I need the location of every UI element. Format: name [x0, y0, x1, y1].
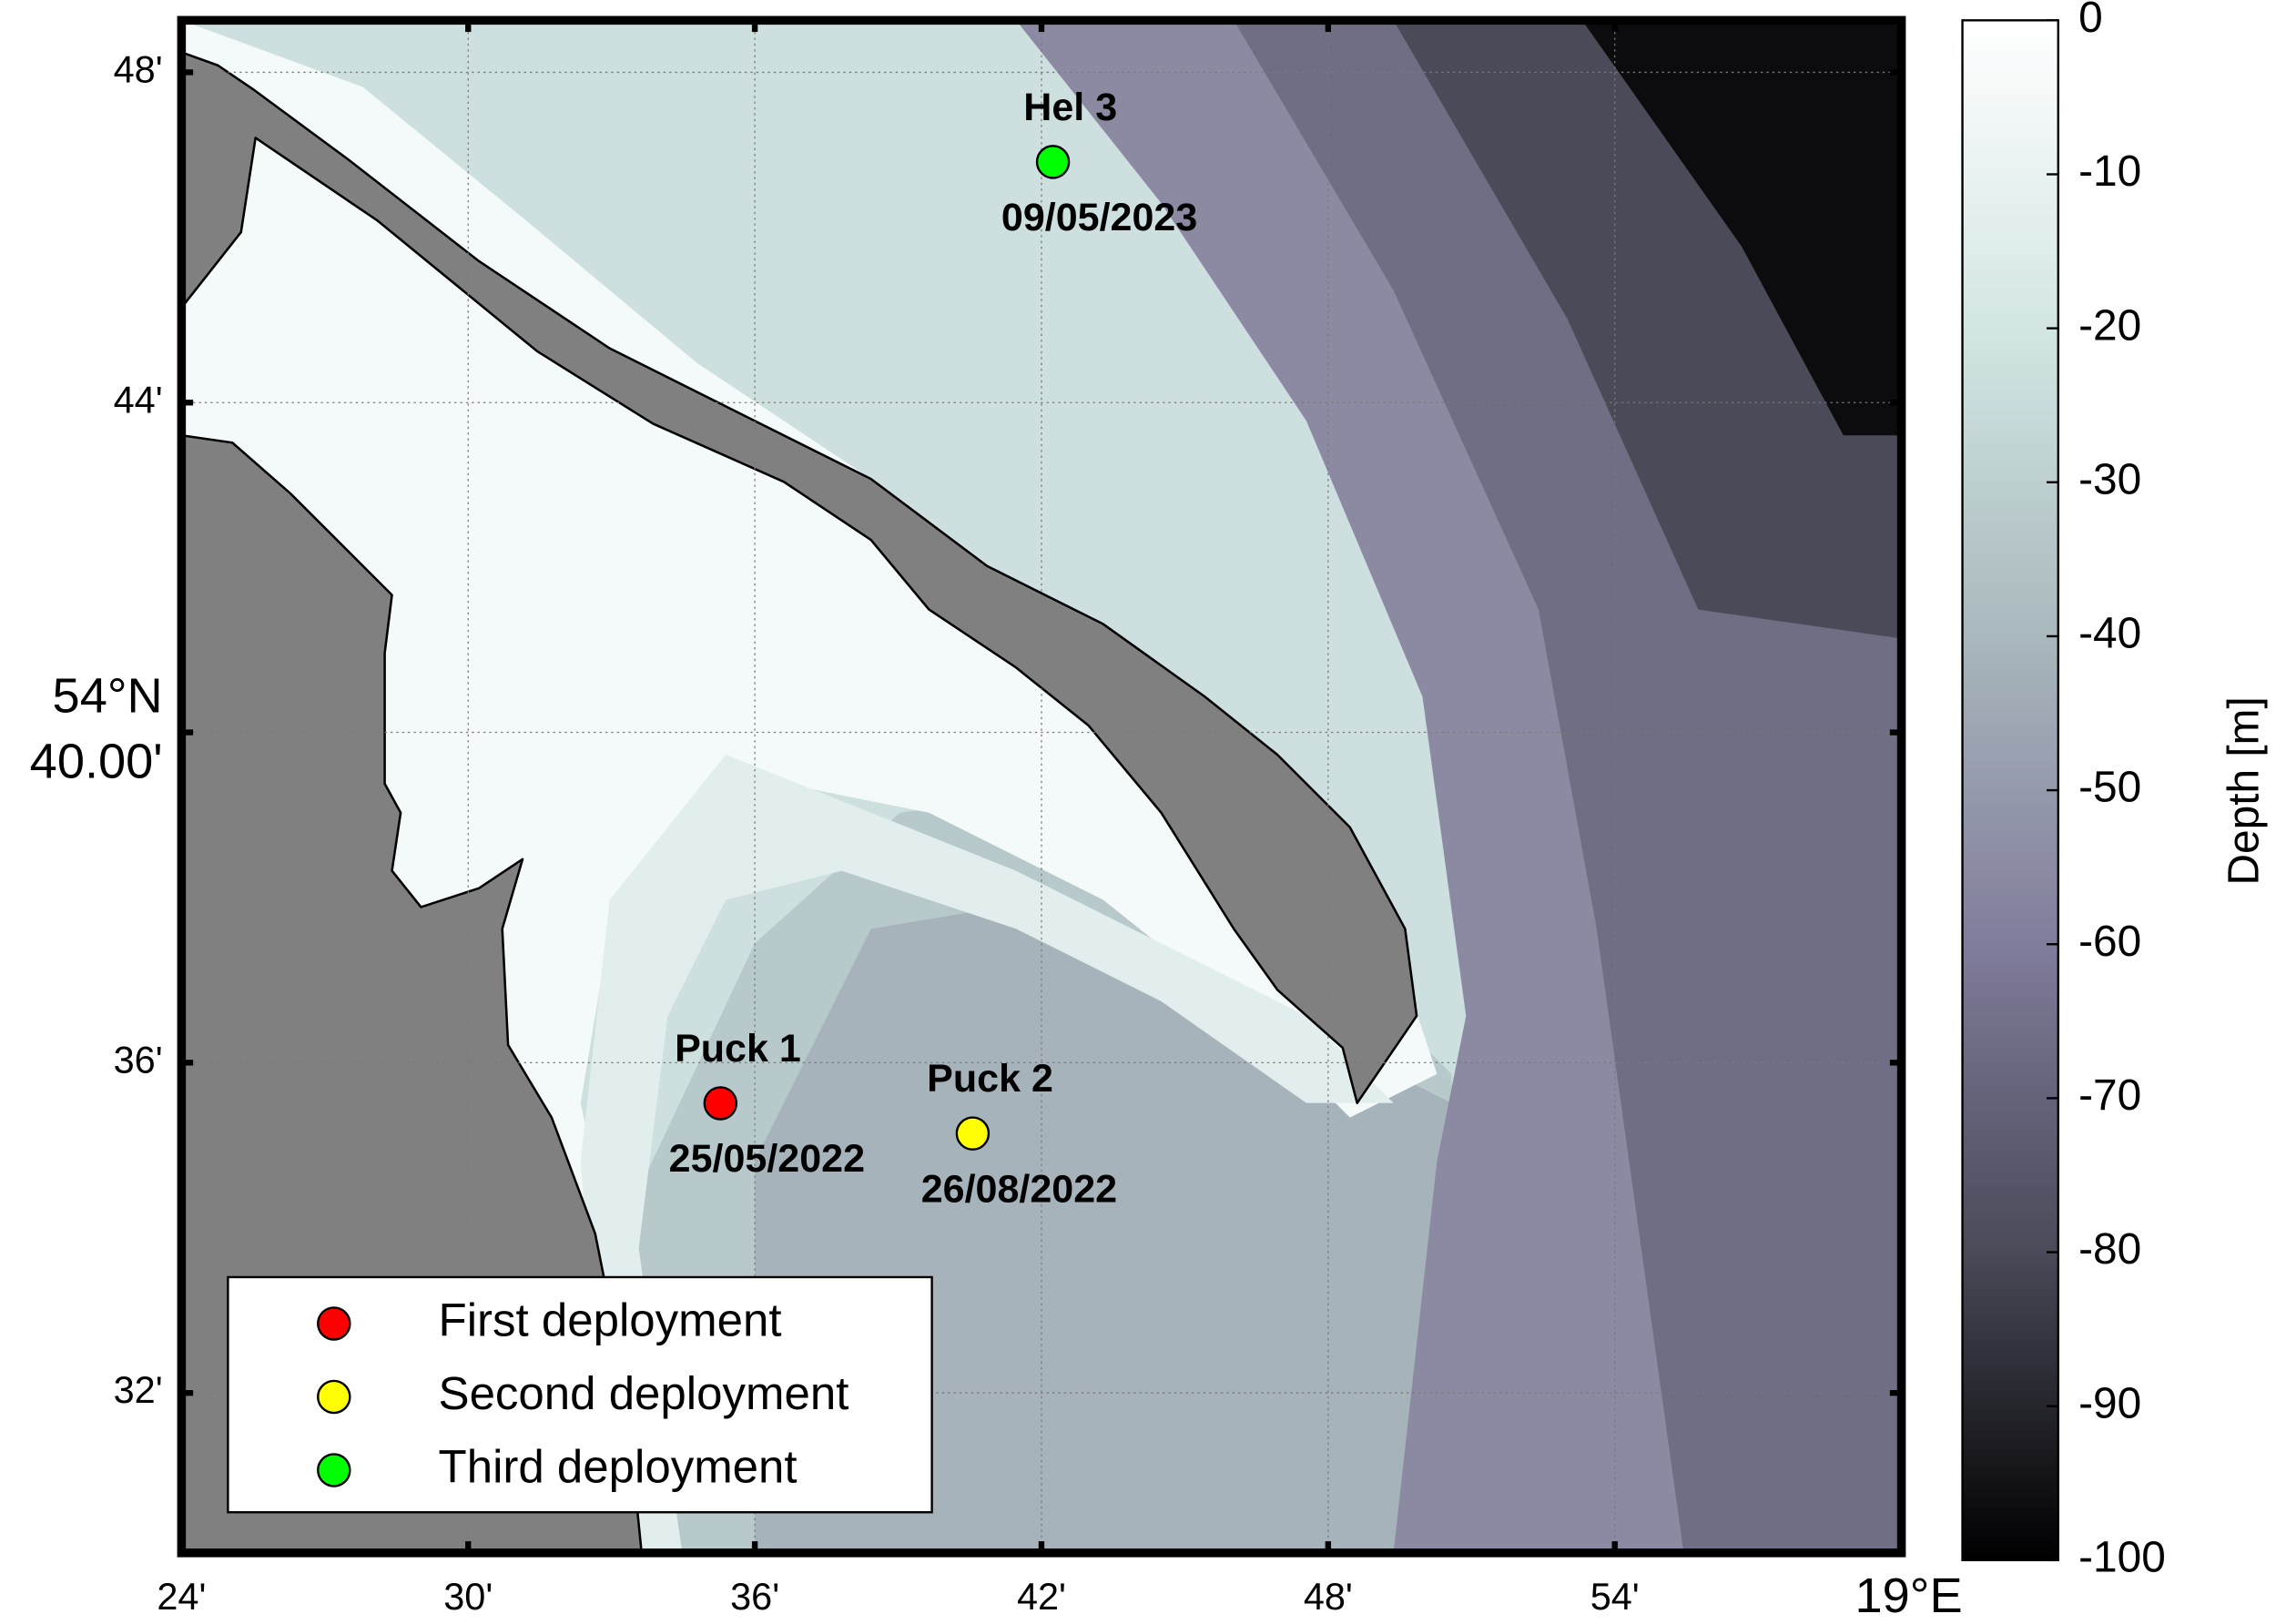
y-tick-label-line: 32' [114, 1368, 163, 1411]
x-tick-label: 42' [1017, 1575, 1066, 1618]
legend-marker [317, 1306, 351, 1341]
station-marker [955, 1116, 991, 1151]
legend-marker [317, 1379, 351, 1415]
x-tick-label: 54' [1590, 1575, 1640, 1618]
station-marker [703, 1086, 738, 1121]
legend: First deployment Second deployment Third d… [227, 1275, 933, 1514]
station-date: 25/05/2022 [669, 1137, 865, 1181]
y-tick-label-line: 40.00' [30, 735, 163, 789]
station-date: 09/05/2023 [1001, 196, 1197, 239]
stations: Puck 1 25/05/2022 Puck 2 26/08/2022 Hel 3 09/… [669, 86, 1198, 1211]
y-tick-label: 54°N 40.00' [30, 669, 163, 789]
legend-marker [317, 1453, 351, 1487]
y-tick-label-line: 44' [114, 378, 163, 421]
legend-label: Second deployment [439, 1367, 849, 1419]
y-tick-label: 48' [114, 47, 163, 90]
x-tick-label: 36' [730, 1575, 779, 1618]
y-tick-label-line: 36' [114, 1038, 163, 1081]
colorbar-tick-label: -10 [2078, 147, 2141, 196]
colorbar-tick-label: -60 [2078, 918, 2141, 966]
colorbar [1961, 19, 2059, 1562]
colorbar-tick-label: -40 [2078, 610, 2141, 658]
station-marker [1035, 145, 1071, 179]
y-tick-label-line: 54°N [53, 669, 163, 724]
y-tick-label: 36' [114, 1038, 163, 1081]
y-tick-label: 44' [114, 378, 163, 421]
station-name: Puck 2 [927, 1057, 1053, 1101]
colorbar-tick-label: -30 [2078, 455, 2141, 503]
colorbar-tick-label: -80 [2078, 1225, 2141, 1274]
x-tick-label: 24' [157, 1575, 206, 1618]
x-tick-label: 30' [443, 1575, 493, 1618]
legend-label: First deployment [439, 1294, 782, 1345]
x-tick-label: 19°E [1855, 1568, 1963, 1623]
colorbar-tick-label: -20 [2078, 301, 2141, 350]
station-name: Puck 1 [675, 1027, 801, 1071]
station-date: 26/08/2022 [921, 1167, 1117, 1211]
legend-label: Third deployment [439, 1440, 798, 1492]
colorbar-tick-label: -70 [2078, 1071, 2141, 1120]
colorbar-tick-label: -50 [2078, 764, 2141, 812]
colorbar-label: Depth [m] [2220, 696, 2269, 885]
y-tick-label-line: 48' [114, 47, 163, 90]
colorbar-tick-label: -90 [2078, 1379, 2141, 1427]
colorbar-tick-label: -100 [2078, 1533, 2166, 1581]
colorbar-tick-label: 0 [2078, 0, 2103, 42]
station-name: Hel 3 [1023, 86, 1117, 129]
x-tick-label: 48' [1304, 1575, 1353, 1618]
y-tick-label: 32' [114, 1368, 163, 1411]
